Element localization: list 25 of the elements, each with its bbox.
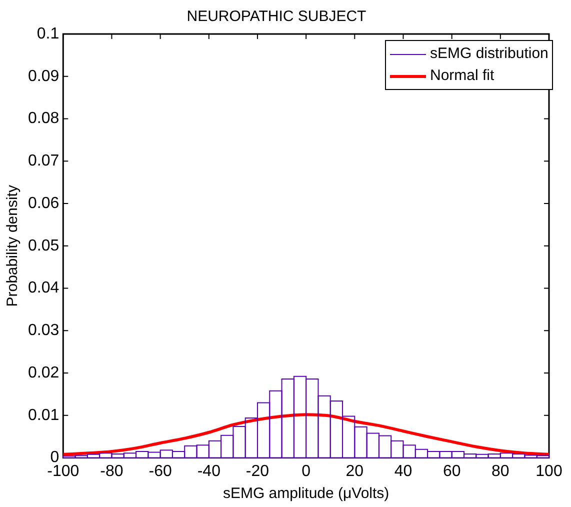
legend-label: sEMG distribution (430, 44, 548, 64)
chart-title: NEUROPATHIC SUBJECT (186, 8, 366, 26)
y-tick-label: 0.05 (28, 237, 60, 254)
x-axis-title: sEMG amplitude (μVolts) (222, 485, 390, 502)
y-tick-label: 0.08 (28, 110, 60, 128)
y-tick-label: 0.1 (36, 25, 60, 42)
x-tick-label: -40 (197, 462, 221, 480)
y-tick-label: 0.01 (28, 406, 60, 424)
x-tick-label: 80 (492, 462, 510, 480)
y-tick-label: 0.09 (28, 68, 60, 85)
y-tick-label: 0.07 (28, 152, 60, 170)
y-tick-label: 0.03 (28, 322, 60, 340)
x-tick-label: 20 (346, 462, 364, 480)
x-tick-label: 60 (442, 462, 461, 480)
x-tick-label: -80 (100, 462, 124, 480)
legend-label: Normal fit (430, 66, 494, 86)
x-tick-label: 40 (394, 462, 412, 480)
y-axis-title: Probability density (4, 184, 22, 307)
x-tick-label: 100 (536, 462, 562, 480)
x-tick-label: 0 (302, 462, 311, 480)
x-tick-label: -60 (148, 462, 172, 480)
y-tick-label: 0.06 (28, 194, 60, 212)
y-tick-label: 0.04 (28, 280, 60, 297)
x-tick-label: -20 (246, 462, 270, 480)
y-tick-label: 0.02 (28, 364, 60, 382)
